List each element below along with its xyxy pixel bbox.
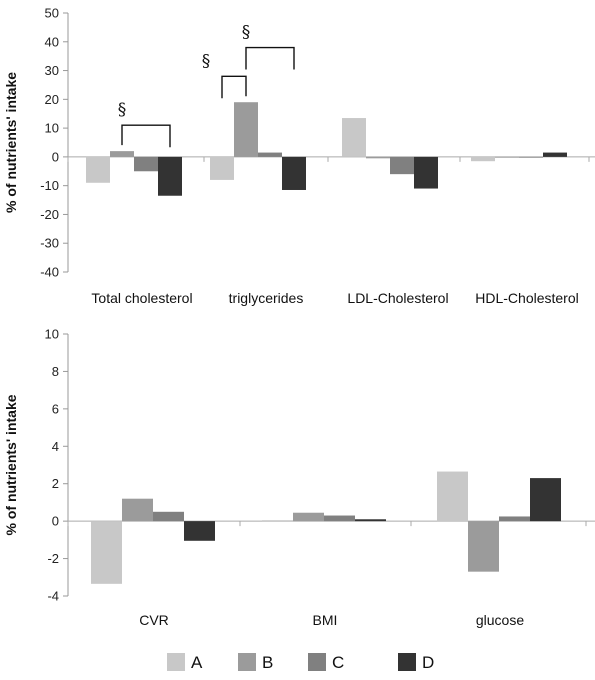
significance-marker: §: [118, 100, 127, 120]
y-tick-label: 20: [45, 92, 59, 107]
bar-c-cvr: [153, 511, 184, 522]
y-tick-label: -4: [47, 589, 59, 604]
bar-c-total-cholesterol: [134, 156, 158, 172]
chart-cvr-bmi-glucose: % of nutrients' intake 10 8 6 4 2 0 -2 -4 CVR BMI g…: [3, 327, 595, 628]
y-tick-label: -2: [47, 551, 59, 566]
y-tick-label: 10: [45, 327, 59, 342]
bar-d-bmi: [355, 519, 386, 522]
bar-a-total-cholesterol: [86, 156, 110, 183]
legend: A B C D: [167, 653, 434, 672]
y-tick-label: 30: [45, 63, 59, 78]
bar-d-hdl-cholesterol: [543, 152, 567, 157]
bar-a-bmi: [262, 520, 293, 522]
legend-label-d: D: [422, 653, 434, 672]
bar-a-triglycerides: [210, 156, 234, 180]
bar-c-bmi: [324, 515, 355, 522]
y-tick-label: -40: [40, 265, 59, 280]
y-tick-label: 8: [52, 364, 59, 379]
significance-bracket: [121, 124, 171, 148]
bar-b-glucose: [468, 521, 499, 572]
y-tick-label: 4: [52, 439, 59, 454]
bar-c-hdl-cholesterol: [519, 156, 543, 158]
bar-c-triglycerides: [258, 152, 282, 157]
y-tick-label: 40: [45, 34, 59, 49]
bar-b-hdl-cholesterol: [495, 156, 519, 158]
legend-swatch-b: [238, 653, 256, 671]
bar-b-ldl-cholesterol: [366, 156, 390, 159]
x-category-label: BMI: [313, 612, 338, 628]
y-axis-label: % of nutrients' intake: [3, 394, 19, 535]
bar-c-ldl-cholesterol: [390, 156, 414, 175]
legend-swatch-a: [167, 653, 185, 671]
x-category-label: Total cholesterol: [91, 290, 192, 306]
significance-bracket: [245, 46, 295, 70]
significance-bracket: [221, 75, 247, 99]
y-tick-label: -30: [40, 236, 59, 251]
bar-a-cvr: [91, 521, 122, 584]
legend-swatch-c: [308, 653, 326, 671]
significance-marker: §: [242, 23, 251, 43]
x-category-label: LDL-Cholesterol: [347, 290, 448, 306]
y-tick-label: 0: [52, 149, 59, 164]
y-tick-label: 2: [52, 476, 59, 491]
legend-label-b: B: [262, 653, 273, 672]
y-tick-label: -10: [40, 178, 59, 193]
bar-a-glucose: [437, 471, 468, 522]
y-tick-label: 50: [45, 6, 59, 21]
x-category-label: glucose: [476, 612, 524, 628]
x-category-label: triglycerides: [229, 290, 304, 306]
bar-d-cvr: [184, 521, 215, 541]
bar-b-total-cholesterol: [110, 151, 134, 157]
y-tick-label: 6: [52, 401, 59, 416]
chart-lipids: % of nutrients' intake 50 40 30 20 10 0 -10 -20 -…: [3, 6, 595, 306]
y-axis-label: % of nutrients' intake: [3, 72, 19, 213]
bar-b-bmi: [293, 512, 324, 522]
x-category-label: HDL-Cholesterol: [475, 290, 578, 306]
bar-c-glucose: [499, 516, 530, 522]
bar-b-triglycerides: [234, 102, 258, 157]
bar-a-hdl-cholesterol: [471, 156, 495, 162]
legend-swatch-d: [398, 653, 416, 671]
legend-label-c: C: [332, 653, 344, 672]
y-tick-label: -20: [40, 207, 59, 222]
x-category-label: CVR: [139, 612, 169, 628]
bar-a-ldl-cholesterol: [342, 118, 366, 157]
y-tick-label: 10: [45, 121, 59, 136]
significance-marker: §: [202, 51, 211, 71]
bar-d-triglycerides: [282, 156, 306, 190]
bar-d-ldl-cholesterol: [414, 156, 438, 189]
bar-b-cvr: [122, 498, 153, 522]
bar-d-glucose: [530, 478, 561, 522]
y-tick-label: 0: [52, 514, 59, 529]
legend-label-a: A: [191, 653, 203, 672]
bar-d-total-cholesterol: [158, 156, 182, 196]
